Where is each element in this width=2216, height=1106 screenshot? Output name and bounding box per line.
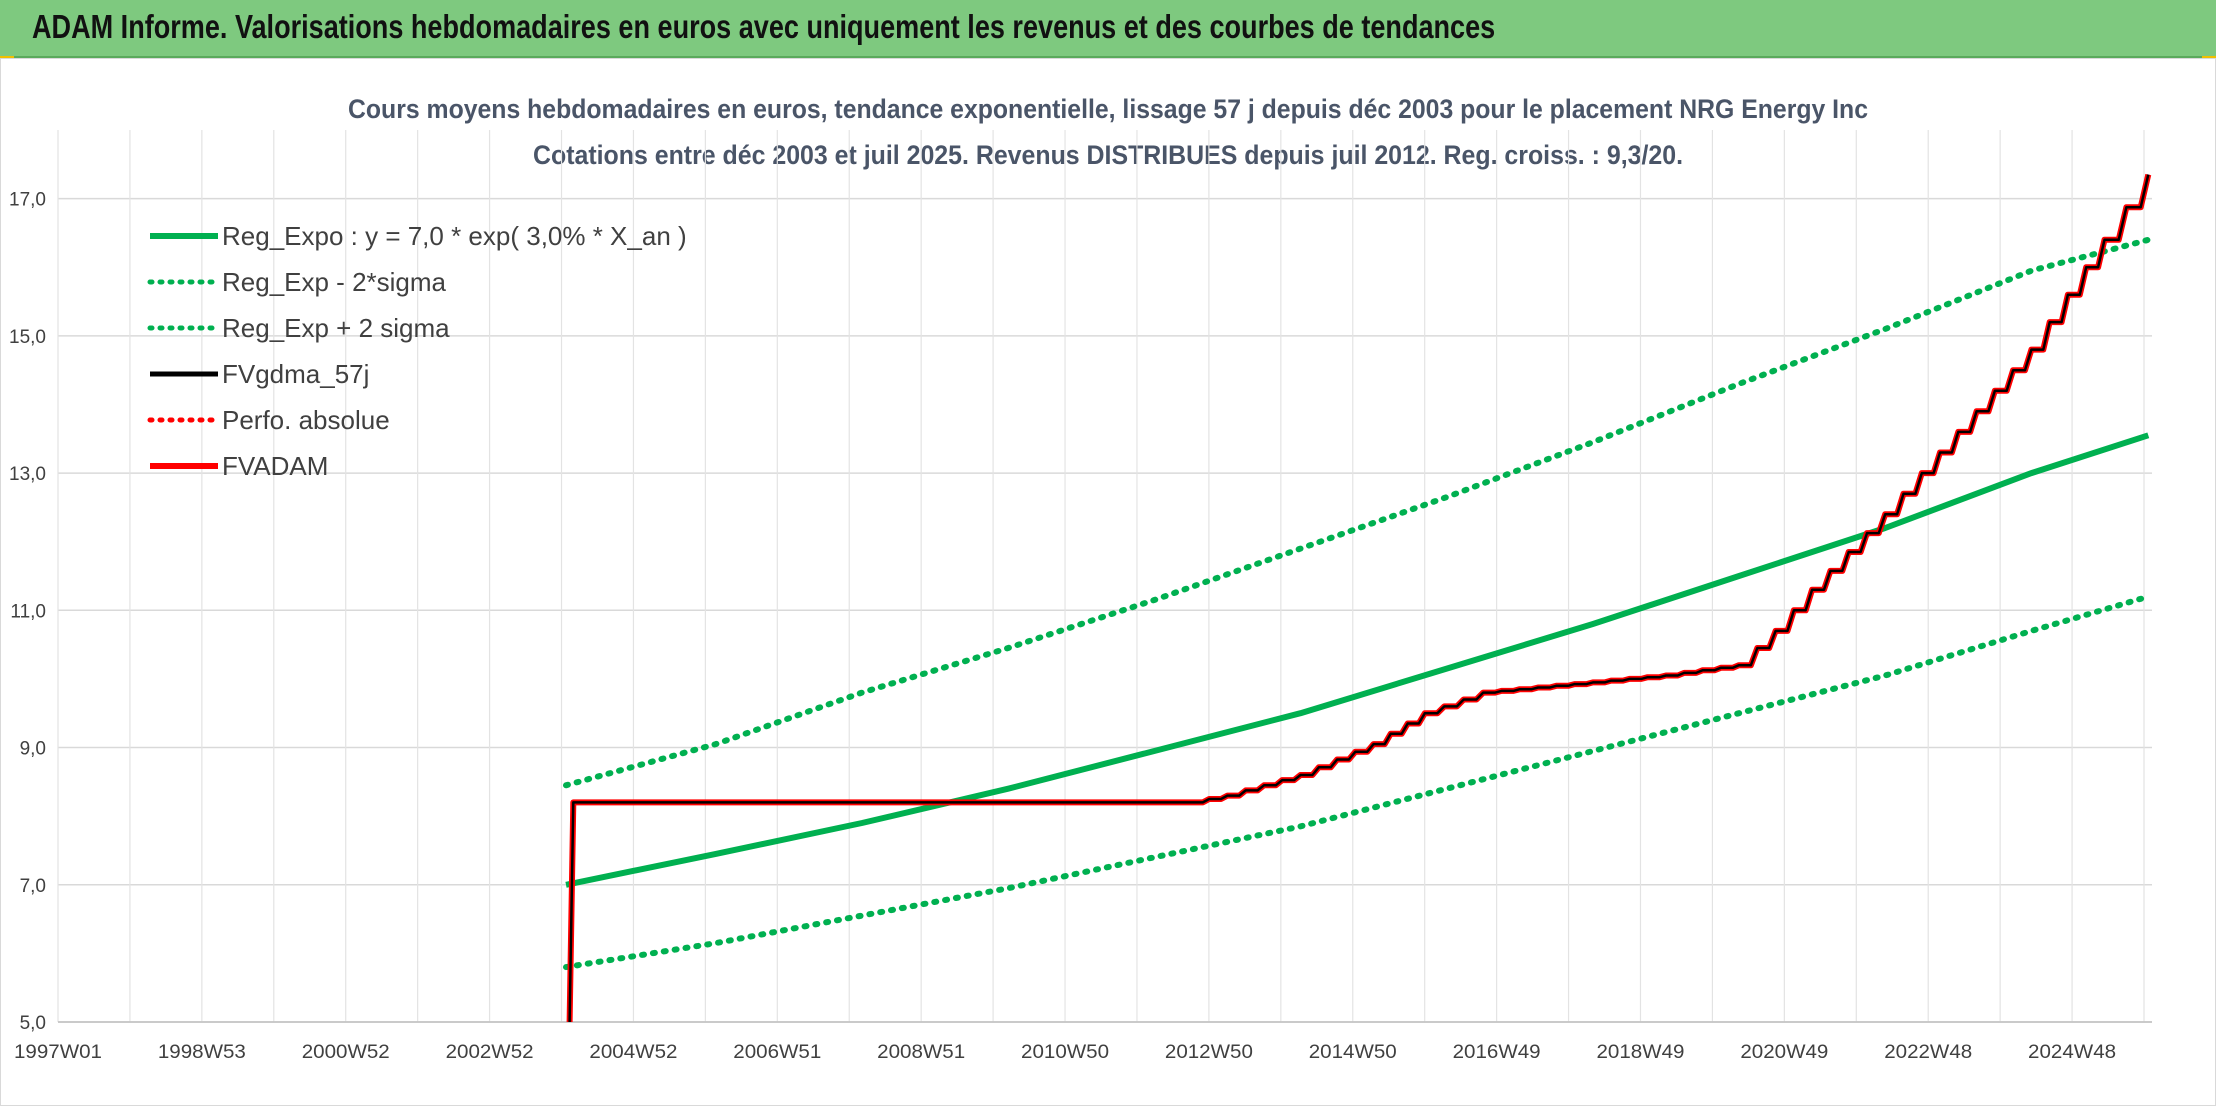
legend-label: FVADAM xyxy=(222,451,328,481)
chart-subtitle: Cotations entre déc 2003 et juil 2025. R… xyxy=(533,140,1683,170)
x-tick-label: 1997W01 xyxy=(14,1042,102,1063)
x-tick-label: 2010W50 xyxy=(1021,1042,1109,1063)
chart-title: Cours moyens hebdomadaires en euros, ten… xyxy=(348,94,1868,124)
x-tick-label: 2002W52 xyxy=(446,1042,534,1063)
legend-label: Reg_Exp + 2 sigma xyxy=(222,313,450,343)
y-tick-label: 15,0 xyxy=(9,327,46,348)
x-tick-label: 2014W50 xyxy=(1309,1042,1397,1063)
legend: Reg_Expo : y = 7,0 * exp( 3,0% * X_an ) R… xyxy=(147,221,687,481)
x-tick-label: 2016W49 xyxy=(1453,1042,1541,1063)
x-tick-label: 2008W51 xyxy=(877,1042,965,1063)
legend-label: Perfo. absolue xyxy=(222,405,390,435)
x-axis: 1997W01 1998W53 2000W52 2002W52 2004W52 2006W… xyxy=(14,1021,2152,1063)
series-reg-exp-minus-2sigma xyxy=(563,593,2152,971)
x-tick-label: 1998W53 xyxy=(158,1042,246,1063)
x-tick-label: 2020W49 xyxy=(1740,1042,1828,1063)
x-tick-label: 2000W52 xyxy=(302,1042,390,1063)
y-tick-label: 9,0 xyxy=(20,739,46,760)
report-header: ADAM Informe. Valorisations hebdomadaire… xyxy=(0,0,2216,58)
x-tick-label: 2006W51 xyxy=(733,1042,821,1063)
x-tick-label: 2024W48 xyxy=(2028,1042,2116,1063)
y-tick-label: 11,0 xyxy=(10,601,46,622)
y-tick-label: 5,0 xyxy=(20,1013,46,1034)
legend-label: FVgdma_57j xyxy=(222,359,369,389)
x-tick-label: 2012W50 xyxy=(1165,1042,1253,1063)
series-reg-expo xyxy=(565,432,2150,888)
y-axis: 5,0 7,0 9,0 11,0 13,0 15,0 17,0 xyxy=(9,190,46,1034)
y-tick-label: 17,0 xyxy=(9,190,46,211)
x-tick-label: 2018W49 xyxy=(1596,1042,1684,1063)
x-tick-label: 2004W52 xyxy=(589,1042,677,1063)
series-fvgdma-57j-overlay xyxy=(568,174,2150,1023)
chart-area xyxy=(0,58,2216,1106)
y-tick-label: 7,0 xyxy=(20,876,46,897)
legend-label: Reg_Exp - 2*sigma xyxy=(222,267,447,297)
report-title: ADAM Informe. Valorisations hebdomadaire… xyxy=(32,8,1496,45)
series-lines xyxy=(563,173,2152,1023)
gridlines xyxy=(57,130,2152,1023)
legend-label: Reg_Expo : y = 7,0 * exp( 3,0% * X_an ) xyxy=(222,221,687,251)
series-reg-exp-plus-2sigma xyxy=(563,236,2152,789)
x-tick-label: 2022W48 xyxy=(1884,1042,1972,1063)
y-tick-label: 13,0 xyxy=(9,464,46,485)
chart: Cours moyens hebdomadaires en euros, ten… xyxy=(0,58,2216,1106)
